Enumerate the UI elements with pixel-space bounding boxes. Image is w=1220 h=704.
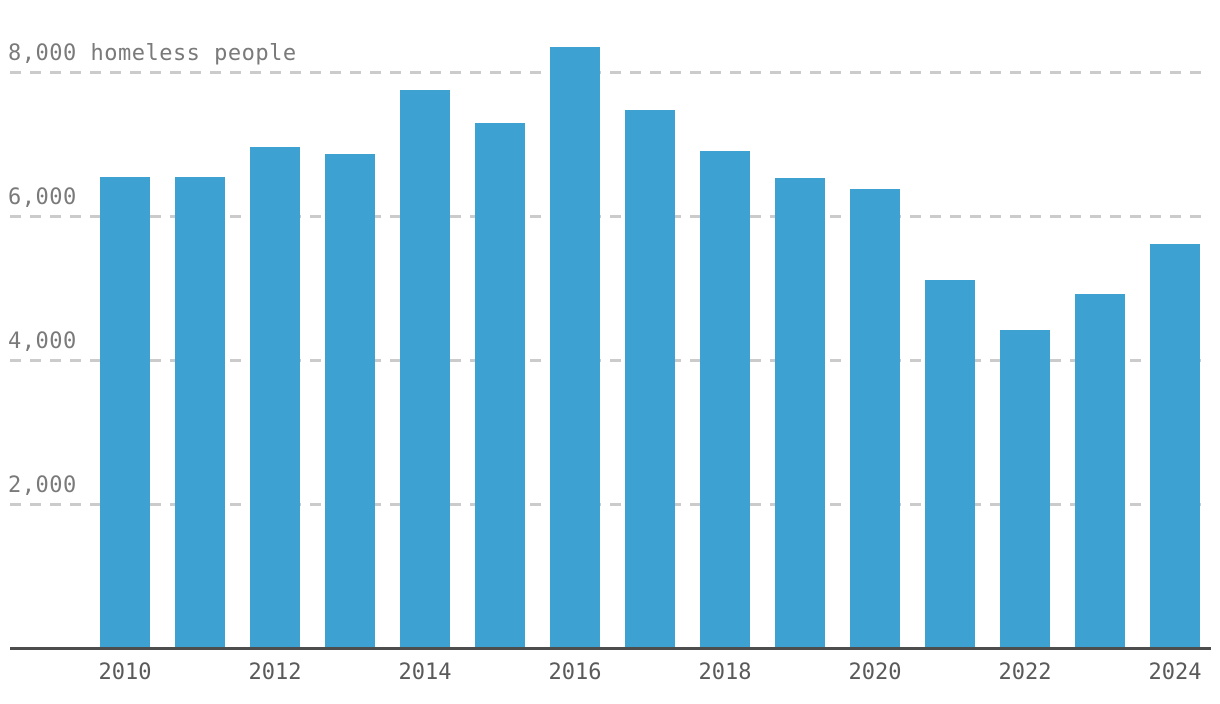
bar-2012 <box>250 147 300 647</box>
x-tick-label-2024: 2024 <box>1148 660 1202 685</box>
gridline-2000 <box>10 502 1203 506</box>
bar-2018 <box>700 150 750 647</box>
gridline-8000 <box>10 70 1203 74</box>
y-tick-label-6000: 6,000 <box>8 185 77 210</box>
x-tick-label-2012: 2012 <box>248 660 302 685</box>
x-tick-label-2010: 2010 <box>98 660 152 685</box>
bar-2014 <box>400 90 450 647</box>
bar-2016 <box>550 46 600 647</box>
x-tick-label-2014: 2014 <box>398 660 452 685</box>
x-tick-label-2022: 2022 <box>998 660 1052 685</box>
x-tick-label-2016: 2016 <box>548 660 602 685</box>
bar-2011 <box>175 176 225 647</box>
x-axis-line <box>10 647 1211 650</box>
y-tick-label-2000: 2,000 <box>8 473 77 498</box>
bar-2023 <box>1075 293 1125 647</box>
x-tick-label-2018: 2018 <box>698 660 752 685</box>
bar-2022 <box>1000 330 1050 647</box>
x-tick-label-2020: 2020 <box>848 660 902 685</box>
bar-2021 <box>925 280 975 647</box>
bar-2017 <box>625 109 675 647</box>
y-tick-label-4000: 4,000 <box>8 329 77 354</box>
gridline-6000 <box>10 214 1203 218</box>
bar-2010 <box>100 177 150 647</box>
bar-2024 <box>1150 243 1200 647</box>
bar-2020 <box>850 188 900 647</box>
gridline-4000 <box>10 358 1203 362</box>
bar-2019 <box>775 178 825 647</box>
y-tick-label-8000: 8,000 homeless people <box>8 41 297 66</box>
bar-2015 <box>475 122 525 647</box>
bar-2013 <box>325 153 375 647</box>
